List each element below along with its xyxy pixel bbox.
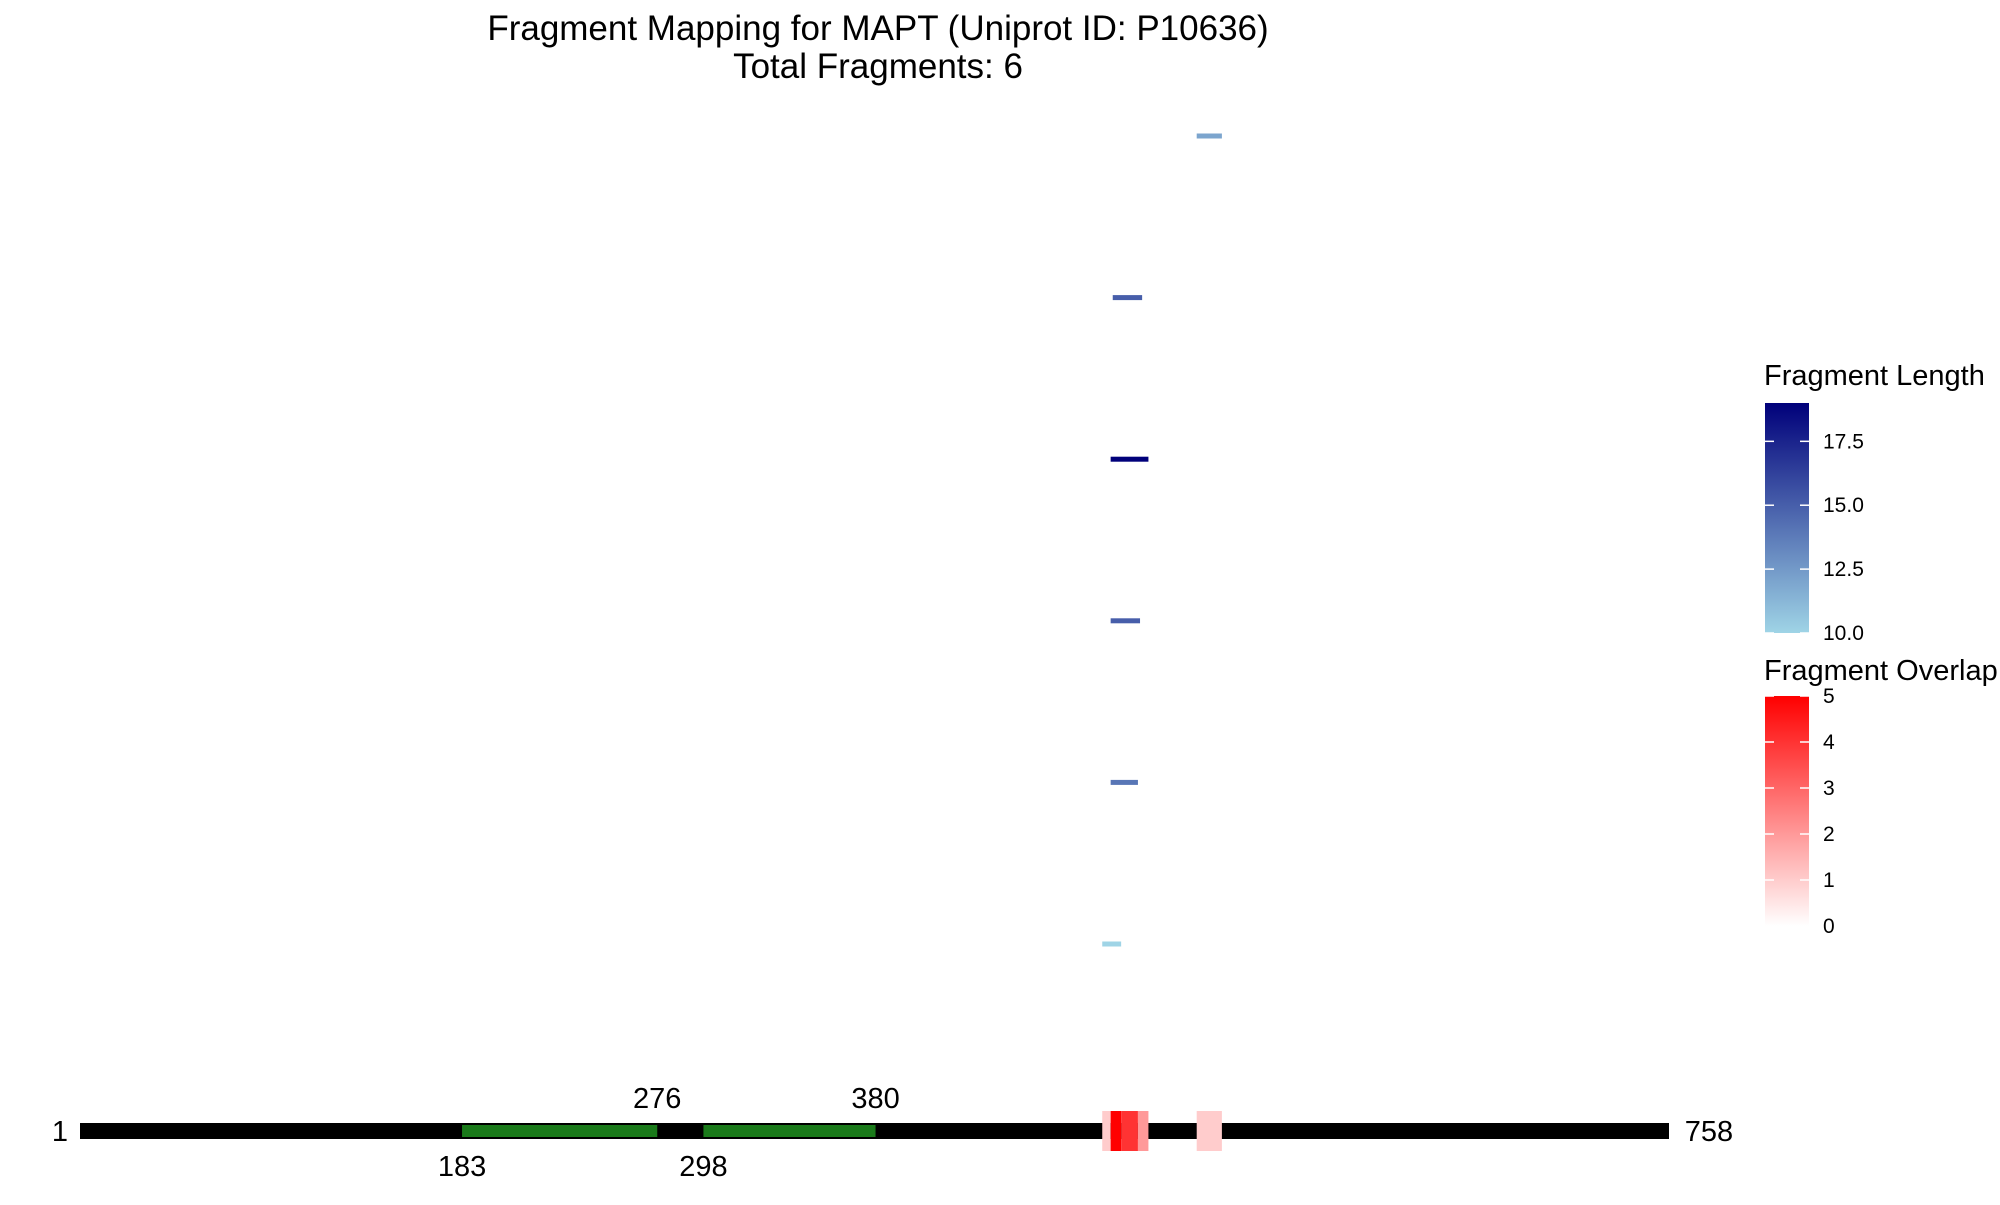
overlap-bin <box>1196 1111 1222 1151</box>
fragment-segment <box>1110 779 1138 785</box>
overlap-bin <box>1102 1111 1111 1151</box>
protein-end-label: 758 <box>1685 1116 1733 1148</box>
overlap-legend: Fragment Overlap 0 1 2 3 4 5 <box>1764 655 1998 938</box>
legend-tick-label: 2 <box>1823 823 1835 846</box>
legend-tick-label: 1 <box>1823 869 1835 892</box>
overlap-bin <box>1121 1111 1138 1151</box>
fragment-segment <box>1102 941 1122 947</box>
protein-start-label: 1 <box>52 1116 68 1148</box>
overlap-heat-layer <box>1102 1111 1222 1151</box>
domain-start-label: 298 <box>679 1151 727 1183</box>
length-legend-title: Fragment Length <box>1764 360 1985 392</box>
fragment-segment <box>1110 618 1141 624</box>
legend-tick-label: 5 <box>1823 685 1835 708</box>
fragment-segment <box>1196 133 1222 139</box>
length-colorbar <box>1765 403 1809 633</box>
overlap-bin <box>1137 1111 1149 1151</box>
legend-tick-label: 17.5 <box>1823 430 1864 453</box>
legend-tick-label: 0 <box>1823 915 1835 938</box>
fragment-segment <box>1110 456 1149 462</box>
fragment-segment <box>1112 295 1143 301</box>
domain-bar <box>462 1125 658 1137</box>
chart-title: Fragment Mapping for MAPT (Uniprot ID: P… <box>487 9 1268 48</box>
legend-tick-label: 4 <box>1823 731 1835 754</box>
legend-tick-label: 12.5 <box>1823 558 1864 581</box>
legend-tick-label: 10.0 <box>1823 622 1864 645</box>
legend-tick-label: 15.0 <box>1823 494 1864 517</box>
domain-end-label: 276 <box>633 1083 681 1115</box>
length-legend-ticks: 10.0 12.5 15.0 17.5 <box>1765 430 1864 645</box>
length-legend: Fragment Length 10.0 12.5 15.0 17.5 <box>1764 360 1985 645</box>
overlap-legend-ticks: 0 1 2 3 4 5 <box>1765 685 1835 938</box>
domain-bar <box>703 1125 876 1137</box>
fragment-segments-layer <box>1102 133 1222 947</box>
overlap-bin <box>1110 1111 1122 1151</box>
overlap-legend-title: Fragment Overlap <box>1764 655 1998 687</box>
domain-end-label: 380 <box>851 1083 899 1115</box>
overlap-colorbar <box>1765 696 1809 926</box>
legend-tick-label: 3 <box>1823 777 1835 800</box>
chart-subtitle: Total Fragments: 6 <box>733 47 1023 86</box>
domain-start-label: 183 <box>438 1151 486 1183</box>
